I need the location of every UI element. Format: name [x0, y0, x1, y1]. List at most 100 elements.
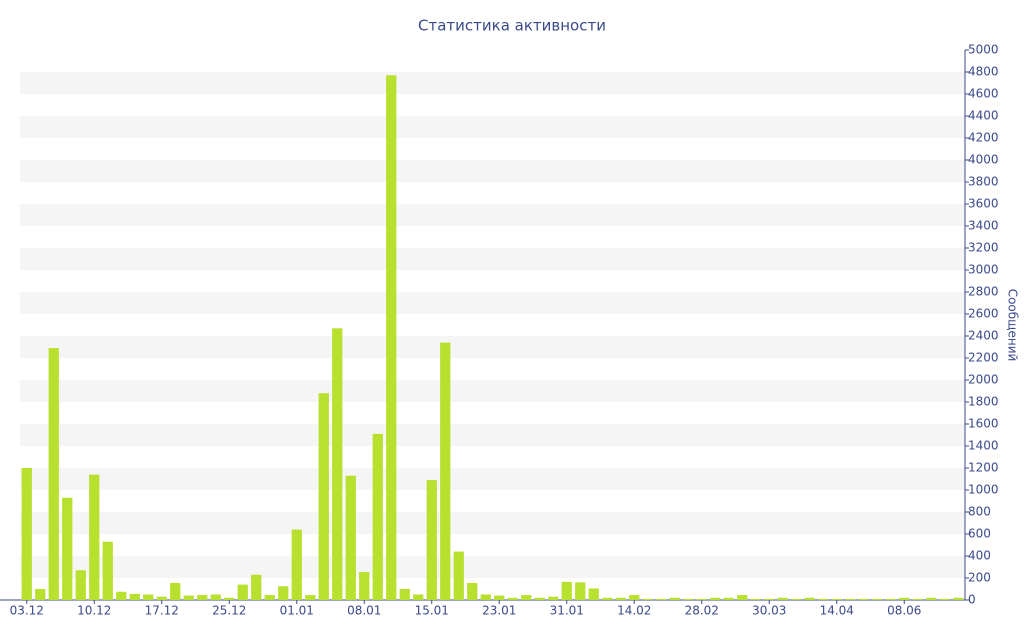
bar	[197, 595, 208, 600]
bar	[750, 598, 761, 600]
grid-band	[20, 424, 965, 446]
bar	[413, 594, 424, 600]
bar	[926, 597, 937, 600]
bar	[143, 594, 154, 600]
x-tick-label: 03.12	[10, 604, 44, 618]
y-tick-label: 3200	[968, 241, 999, 255]
bar	[210, 594, 221, 600]
bar	[372, 433, 383, 600]
bar	[129, 593, 140, 600]
bar	[237, 584, 248, 600]
x-tick-label: 31.01	[550, 604, 584, 618]
bar	[359, 571, 370, 600]
bar	[953, 597, 964, 600]
bar	[251, 574, 262, 600]
bar	[35, 589, 46, 600]
bar	[386, 75, 397, 601]
bar	[858, 598, 869, 600]
grid-band	[20, 160, 965, 182]
y-tick-label: 4200	[968, 131, 999, 145]
bar	[62, 497, 73, 600]
bar	[170, 582, 181, 600]
bar	[912, 598, 923, 600]
bar	[791, 598, 802, 600]
x-tick-label: 28.02	[685, 604, 719, 618]
x-tick-label: 30.03	[752, 604, 786, 618]
grid-band	[20, 292, 965, 314]
bar	[669, 597, 680, 600]
bar	[818, 598, 829, 600]
grid-band	[20, 336, 965, 358]
y-tick-label: 1400	[968, 439, 999, 453]
y-tick-label: 200	[968, 571, 991, 585]
grid-band	[20, 248, 965, 270]
grid-band	[20, 468, 965, 490]
bar	[399, 589, 410, 600]
bar	[615, 597, 626, 600]
bar	[804, 597, 815, 600]
x-tick-label: 15.01	[415, 604, 449, 618]
bar	[332, 328, 343, 600]
grid-band	[20, 380, 965, 402]
bar	[291, 529, 302, 600]
bar	[305, 595, 316, 600]
y-tick-label: 2400	[968, 329, 999, 343]
bar	[872, 598, 883, 600]
y-tick-label: 4000	[968, 153, 999, 167]
y-tick-label: 600	[968, 527, 991, 541]
bar	[777, 597, 788, 600]
bar	[345, 475, 356, 600]
bar	[764, 598, 775, 600]
bar	[48, 348, 59, 600]
bar	[710, 597, 721, 600]
x-tick-label: 01.01	[280, 604, 314, 618]
x-tick-label: 17.12	[145, 604, 179, 618]
bar	[278, 586, 289, 600]
y-tick-label: 3600	[968, 197, 999, 211]
y-tick-label: 0	[968, 593, 976, 607]
bar	[561, 581, 572, 600]
bar	[453, 551, 464, 600]
x-tick-label: 23.01	[482, 604, 516, 618]
bar	[156, 596, 167, 600]
bar	[183, 595, 194, 600]
bar	[494, 595, 505, 600]
bar	[480, 594, 491, 600]
chart-title: Статистика активности	[418, 17, 606, 35]
bar	[845, 598, 856, 600]
bar	[939, 598, 950, 600]
y-tick-label: 800	[968, 505, 991, 519]
y-axis-label: Сообщений	[1006, 289, 1020, 362]
grid-band	[20, 204, 965, 226]
bar	[588, 588, 599, 600]
y-tick-label: 2600	[968, 307, 999, 321]
x-tick-label: 08.01	[347, 604, 381, 618]
bar	[521, 595, 532, 600]
y-tick-label: 4800	[968, 65, 999, 79]
bar	[885, 598, 896, 600]
bar	[831, 598, 842, 600]
bar	[656, 598, 667, 600]
bar	[507, 597, 518, 600]
x-tick-label: 08.06	[887, 604, 921, 618]
grid-band	[20, 512, 965, 534]
bar	[683, 598, 694, 600]
y-tick-label: 1600	[968, 417, 999, 431]
y-tick-label: 400	[968, 549, 991, 563]
grid-band	[20, 556, 965, 578]
y-tick-label: 1800	[968, 395, 999, 409]
grid-band	[20, 116, 965, 138]
y-tick-label: 1200	[968, 461, 999, 475]
bar	[102, 541, 113, 600]
bar	[318, 393, 329, 600]
x-tick-label: 14.02	[617, 604, 651, 618]
x-tick-label: 25.12	[212, 604, 246, 618]
y-tick-label: 5000	[968, 43, 999, 57]
y-tick-label: 2200	[968, 351, 999, 365]
bar	[642, 598, 653, 600]
bar	[548, 596, 559, 600]
x-tick-label: 10.12	[77, 604, 111, 618]
bar	[21, 468, 32, 600]
bar	[467, 582, 478, 600]
